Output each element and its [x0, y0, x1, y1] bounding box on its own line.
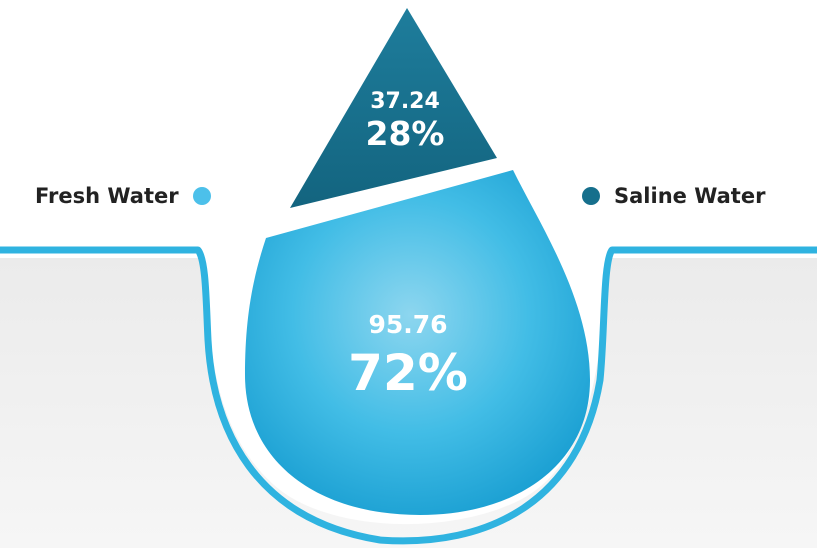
fresh-water-slice — [245, 170, 590, 515]
fresh-water-value-label: 95.76 — [368, 310, 447, 339]
fresh-water-percent-label: 72% — [348, 344, 468, 402]
saline-water-percent-label: 28% — [366, 114, 445, 153]
legend-fresh-water-swatch — [192, 187, 211, 205]
legend-saline-water-label: Saline Water — [614, 184, 766, 208]
legend-saline-water: Saline Water — [582, 178, 765, 214]
saline-water-value-label: 37.24 — [370, 89, 440, 114]
saline-water-slice — [290, 8, 497, 208]
legend-fresh-water-label: Fresh Water — [35, 184, 179, 208]
legend-saline-water-swatch — [582, 187, 600, 205]
cup-outline — [0, 246, 817, 545]
legend-fresh-water: Fresh Water — [35, 178, 211, 214]
